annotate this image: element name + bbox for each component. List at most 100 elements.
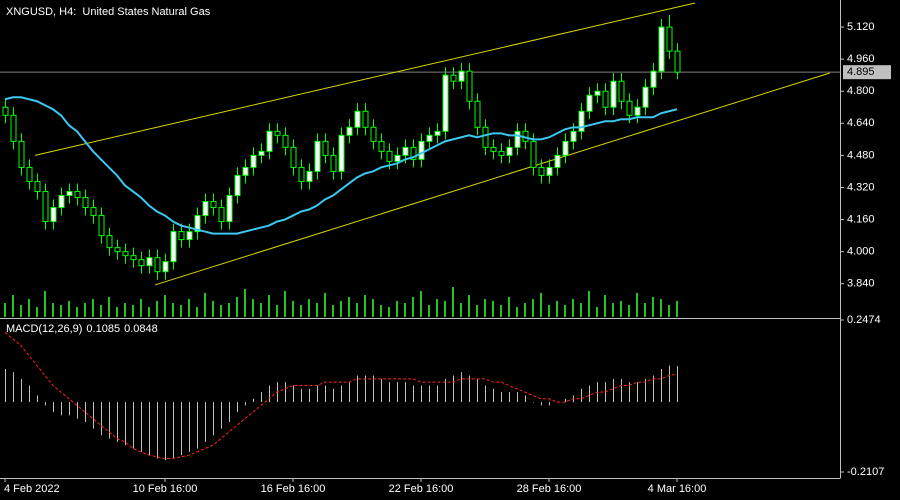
- macd-bar: [677, 366, 678, 403]
- macd-bar: [253, 398, 254, 403]
- macd-bar: [461, 372, 462, 403]
- volume-bar: [556, 301, 558, 317]
- macd-bar: [613, 378, 614, 403]
- macd-bar: [213, 402, 214, 436]
- macd-bar: [85, 402, 86, 422]
- macd-bar: [181, 402, 182, 456]
- volume-bar: [84, 303, 86, 317]
- volume-bar: [44, 291, 46, 317]
- candle-body: [202, 201, 209, 217]
- candle-body: [426, 134, 433, 142]
- signal-line: [4, 332, 678, 459]
- volume-bar: [412, 297, 414, 317]
- macd-bar: [109, 402, 110, 439]
- candle-body: [258, 150, 265, 156]
- macd-bar: [325, 385, 326, 403]
- volume-bar: [36, 307, 38, 317]
- candle-body: [514, 130, 521, 148]
- x-tick-label: 28 Feb 16:00: [517, 483, 582, 495]
- volume-bar: [268, 295, 270, 317]
- candle-body: [186, 231, 193, 241]
- volume-bar: [588, 291, 590, 317]
- macd-bar: [637, 382, 638, 403]
- candle-body: [18, 140, 25, 168]
- macd-bar: [517, 392, 518, 403]
- candle-body: [154, 257, 161, 273]
- candle-body: [594, 90, 601, 96]
- macd-bar: [581, 388, 582, 403]
- macd-bar: [93, 402, 94, 429]
- volume-bar: [52, 303, 54, 317]
- volume-bar: [228, 303, 230, 317]
- candle-body: [138, 259, 145, 267]
- x-tick-label: 22 Feb 16:00: [389, 483, 454, 495]
- volume-bar: [68, 301, 70, 317]
- macd-bar: [341, 385, 342, 403]
- candle-body: [106, 235, 113, 249]
- volume-bar: [524, 303, 526, 317]
- y-tick-label: 4.320: [847, 181, 875, 193]
- macd-bar: [229, 402, 230, 422]
- y-tick-label: 4.480: [847, 149, 875, 161]
- macd-bar: [541, 402, 542, 406]
- volume-bar: [452, 287, 454, 317]
- volume-bar: [500, 305, 502, 317]
- candle-body: [162, 261, 169, 273]
- macd-bar: [669, 365, 670, 403]
- volume-bar: [156, 301, 158, 317]
- volume-bar: [380, 305, 382, 317]
- volume-bar: [404, 303, 406, 317]
- volume-bar: [516, 307, 518, 317]
- volume-bar: [20, 305, 22, 317]
- volume-bar: [428, 305, 430, 317]
- macd-bar: [173, 402, 174, 459]
- candle-body: [82, 196, 89, 209]
- macd-bar: [653, 375, 654, 403]
- macd-bar: [357, 375, 358, 403]
- macd-bar: [469, 375, 470, 403]
- macd-bar: [397, 382, 398, 403]
- volume-bar: [604, 295, 606, 317]
- candle-body: [642, 86, 649, 108]
- volume-bar: [204, 293, 206, 317]
- candle-body: [322, 140, 329, 156]
- candle-body: [410, 146, 417, 160]
- volume-bar: [508, 297, 510, 317]
- volume-bar: [108, 297, 110, 317]
- macd-bar: [365, 375, 366, 403]
- candle-body: [554, 154, 561, 168]
- macd-bar: [549, 402, 550, 406]
- candle-body: [74, 190, 81, 198]
- candle-body: [362, 110, 369, 128]
- volume-bar: [612, 303, 614, 317]
- candle-body: [658, 26, 665, 72]
- volume-bar: [548, 305, 550, 317]
- candle-body: [2, 106, 9, 116]
- volume-bar: [652, 297, 654, 317]
- candle-body: [442, 74, 449, 132]
- macd-bar: [485, 385, 486, 403]
- macd-bar: [501, 392, 502, 403]
- candle-body: [26, 166, 33, 182]
- volume-bar: [676, 301, 678, 317]
- volume-bar: [596, 307, 598, 317]
- candle-body: [402, 146, 409, 156]
- macd-bar: [333, 388, 334, 403]
- macd-bar: [389, 382, 390, 403]
- macd-bar: [61, 402, 62, 416]
- macd-bar: [45, 402, 46, 406]
- candle-body: [626, 100, 633, 116]
- candle-body: [434, 130, 441, 136]
- y-tick-label: -0.2107: [847, 466, 884, 478]
- macd-bar: [645, 378, 646, 403]
- price-label-box: [843, 65, 891, 80]
- volume-bar: [140, 299, 142, 317]
- macd-bar: [205, 402, 206, 442]
- macd-bar: [13, 372, 14, 403]
- candle-body: [538, 166, 545, 176]
- candle-body: [666, 26, 673, 52]
- y-tick-label: 4.640: [847, 117, 875, 129]
- macd-bar: [381, 378, 382, 403]
- volume-bar: [460, 303, 462, 317]
- candle-body: [114, 247, 121, 253]
